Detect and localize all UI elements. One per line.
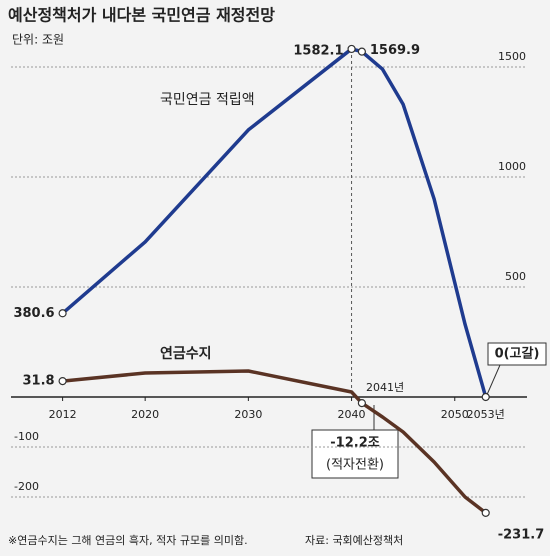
annotation-box [487, 342, 547, 366]
x-tick-label: 2012 [49, 408, 77, 421]
x-tick-label: 2050 [441, 408, 469, 421]
legend-label: 연금수지 [160, 346, 212, 362]
x-tick-label: 2030 [234, 408, 262, 421]
point [357, 399, 366, 408]
legend-label: 국민연금 적립액 [160, 92, 255, 108]
point [481, 392, 490, 402]
point [347, 44, 356, 54]
source: 자료: 국회예산정책처 [305, 534, 403, 547]
annotation: 2041년 [366, 381, 404, 394]
point [357, 47, 366, 56]
chart-title: 예산정책처가 내다본 국민연금 재정전망 [8, 6, 275, 25]
y-tick-label: 1500 [498, 50, 526, 63]
series-line [61, 47, 488, 398]
point [58, 377, 67, 386]
footnote: ※연금수지는 그해 연금의 흑자, 적자 규모를 의미함. [8, 533, 248, 547]
leader-line [485, 364, 501, 398]
series-line [62, 369, 487, 515]
chart-subtitle: 단위: 조원 [12, 33, 64, 47]
data-label: 31.8 [23, 374, 55, 389]
annotation-box [311, 429, 399, 479]
x-tick-label: 2053년 [467, 408, 505, 421]
point [481, 508, 490, 517]
y-tick-label: 1000 [498, 160, 526, 173]
data-label: 0(고갈) [495, 347, 540, 362]
data-label: 1569.9 [370, 43, 420, 58]
data-label: 1582.1 [293, 43, 343, 58]
data-label: -231.7 [498, 527, 545, 542]
y2-tick-label: -100 [14, 430, 39, 443]
point [58, 309, 67, 318]
x-tick-label: 2040 [338, 408, 366, 421]
y-tick-label: 500 [505, 270, 526, 283]
y2-tick-label: -200 [14, 480, 39, 493]
annotation: (적자전환) [326, 458, 384, 473]
data-label: -12.2조 [330, 436, 379, 451]
data-label: 380.6 [13, 306, 54, 321]
x-tick-label: 2020 [131, 408, 159, 421]
